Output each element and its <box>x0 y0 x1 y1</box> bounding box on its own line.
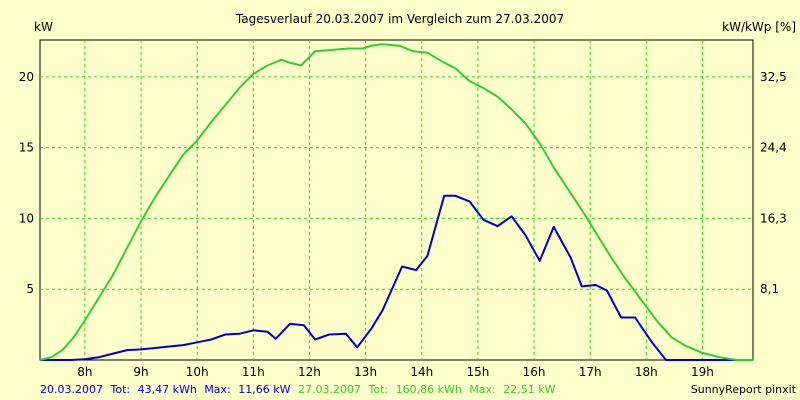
y-tick-label-left: 10 <box>19 211 34 225</box>
y-tick-label-right: 24,4 <box>760 141 787 155</box>
chart-title: Tagesverlauf 20.03.2007 im Vergleich zum… <box>235 12 564 26</box>
footer-s1-tot-value: 43,47 kWh <box>138 383 197 396</box>
x-tick-label: 12h <box>298 365 321 379</box>
y-tick-labels-left: 5 10 15 20 <box>19 70 34 296</box>
y-axis-right-label: kW/kWp [%] <box>722 20 796 34</box>
x-tick-label: 10h <box>186 365 209 379</box>
x-tick-label: 14h <box>410 365 433 379</box>
footer-s1-tot-label: Tot: <box>109 383 130 396</box>
y-tick-labels-right: 8,1 16,3 24,4 32,5 <box>760 70 787 296</box>
x-tick-label: 9h <box>133 365 148 379</box>
footer-s1-max-label: Max: <box>204 383 230 396</box>
footer-s1-date: 20.03.2007 <box>40 383 103 396</box>
y-tick-label-right: 16,3 <box>760 211 787 225</box>
y-tick-label-left: 20 <box>19 70 34 84</box>
footer-s2-max-value: 22,51 kW <box>503 383 555 396</box>
x-tick-label: 16h <box>523 365 546 379</box>
y-tick-label-left: 15 <box>19 141 34 155</box>
footer-credit: SunnyReport pinxit <box>691 383 797 396</box>
footer-series1: 20.03.2007 Tot: 43,47 kWh Max: 11,66 kW … <box>40 383 556 396</box>
x-tick-label: 8h <box>77 365 92 379</box>
y-axis-left-label: kW <box>34 20 53 34</box>
x-tick-label: 18h <box>635 365 658 379</box>
y-tick-label-left: 5 <box>26 282 34 296</box>
footer-s2-max-label: Max: <box>469 383 495 396</box>
y-tick-label-right: 8,1 <box>760 282 779 296</box>
footer-s2-tot-label: Tot: <box>367 383 388 396</box>
x-tick-label: 15h <box>466 365 489 379</box>
series-line-2 <box>39 43 753 361</box>
series-lines <box>39 43 753 361</box>
series-line-1 <box>40 194 753 361</box>
footer-s2-tot-value: 160,86 kWh <box>396 383 462 396</box>
x-tick-label: 19h <box>691 365 714 379</box>
x-tick-label: 17h <box>579 365 602 379</box>
footer-s2-date: 27.03.2007 <box>298 383 361 396</box>
x-tick-label: 11h <box>242 365 265 379</box>
x-tick-label: 13h <box>354 365 377 379</box>
x-tick-labels: 8h 9h 10h 11h 12h 13h 14h 15h 16h 17h 18h 19h <box>77 365 714 379</box>
footer-s1-max-value: 11,66 kW <box>238 383 290 396</box>
y-tick-label-right: 32,5 <box>760 70 787 84</box>
plot-area <box>39 39 754 361</box>
